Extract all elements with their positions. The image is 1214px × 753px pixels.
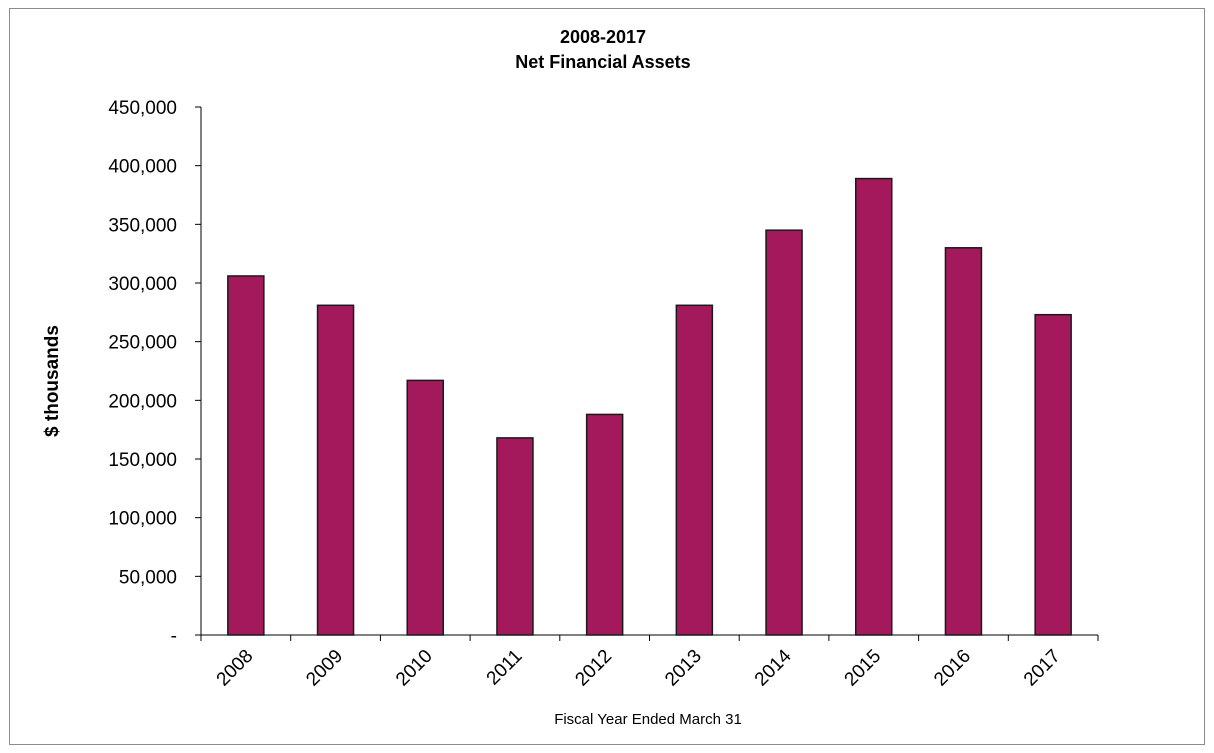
x-tick-label: 2012 [571, 646, 616, 691]
chart-title: 2008-2017 [560, 27, 646, 47]
bar-2008 [227, 275, 265, 636]
y-tick-label: 150,000 [108, 450, 177, 471]
bar-2016 [944, 247, 983, 636]
x-tick-label: 2016 [930, 646, 975, 691]
bar-2011 [496, 437, 534, 636]
y-tick-label: 350,000 [108, 215, 177, 236]
y-tick-label: 400,000 [108, 157, 177, 178]
bar-2013 [675, 304, 714, 636]
x-tick-label: 2008 [213, 646, 258, 691]
y-tick-label: - [171, 626, 177, 647]
x-tick-label: 2009 [302, 646, 347, 691]
bar-2012 [585, 413, 624, 636]
x-tick-label: 2010 [392, 646, 437, 691]
x-tick-label: 2015 [841, 646, 886, 691]
x-tick-label: 2014 [751, 645, 796, 690]
plot-area: - 50,000 100,000 150,000 200,000 250,000 300,0… [108, 98, 1099, 691]
chart-subtitle: Net Financial Assets [515, 52, 690, 72]
y-tick-label: 300,000 [108, 274, 177, 295]
y-tick-label: 50,000 [119, 567, 177, 588]
x-tick-label: 2011 [483, 646, 527, 690]
bar-2010 [406, 379, 444, 636]
x-tick-label: 2013 [661, 646, 706, 691]
y-axis-label: $ thousands [42, 325, 63, 437]
y-tick-label: 200,000 [108, 391, 177, 412]
bar-2009 [316, 304, 355, 636]
x-axis-label: Fiscal Year Ended March 31 [554, 711, 742, 728]
bar-2017 [1034, 313, 1072, 636]
y-tick-label: 450,000 [108, 98, 177, 119]
bar-2015 [855, 177, 893, 636]
y-tick-label: 250,000 [108, 333, 177, 354]
y-tick-label: 100,000 [108, 509, 177, 530]
bar-2014 [765, 229, 803, 636]
x-tick-label: 2017 [1020, 646, 1065, 691]
